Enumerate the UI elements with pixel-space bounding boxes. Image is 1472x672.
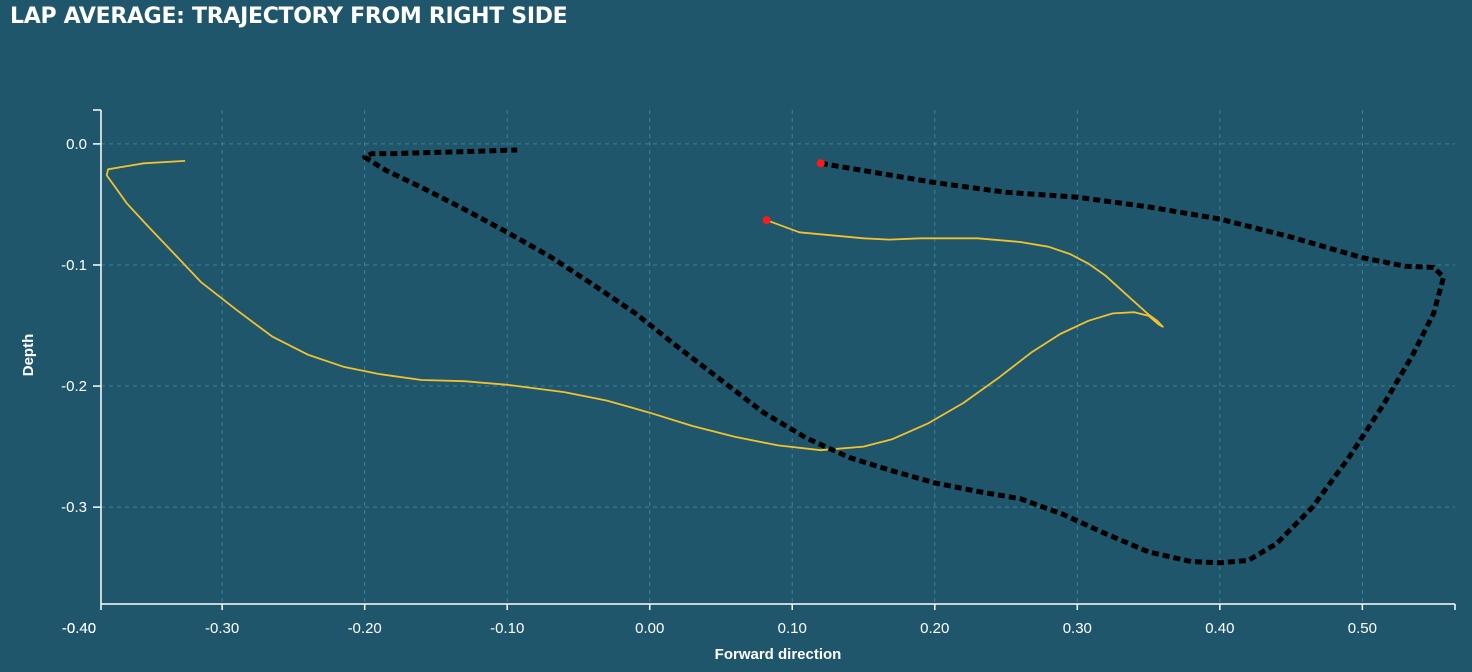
series-layer [105, 147, 1447, 566]
start-marker-0 [762, 216, 771, 225]
y-axis-title: Depth [20, 334, 37, 377]
x-tick-label: 0.30 [1063, 620, 1092, 637]
grid [101, 110, 1455, 604]
x-tick-label: 0.40 [1205, 620, 1234, 637]
x-tick-label: -0.10 [490, 620, 524, 637]
y-tick-label: -0.2 [61, 378, 87, 395]
x-tick-label: 0.00 [635, 620, 664, 637]
y-tick-label: -0.3 [61, 499, 87, 516]
x-tick-label: 0.20 [920, 620, 949, 637]
page-title: LAP AVERAGE: TRAJECTORY FROM RIGHT SIDE [10, 4, 568, 29]
trajectory-dashed-line [362, 147, 1447, 566]
start-marker-1 [816, 159, 825, 168]
y-tick-label: -0.1 [61, 257, 87, 274]
x-axis-title: Forward direction [715, 646, 842, 663]
x-tick-label: -0.30 [205, 620, 239, 637]
axes: -0.40 -0.30 -0.20 -0.10 0.00 0.10 0.20 0.30 0.40… [61, 109, 1456, 637]
trajectory-solid-line [105, 160, 1164, 452]
x-tick-label: 0.10 [778, 620, 807, 637]
y-tick-label: 0.0 [66, 136, 87, 153]
x-tick-label: -0.20 [348, 620, 382, 637]
x-tick-label-origin: -0.40 [62, 620, 96, 637]
start-markers [762, 159, 825, 225]
x-tick-label: -0.40 [62, 620, 96, 637]
x-tick-label: 0.50 [1348, 620, 1377, 637]
